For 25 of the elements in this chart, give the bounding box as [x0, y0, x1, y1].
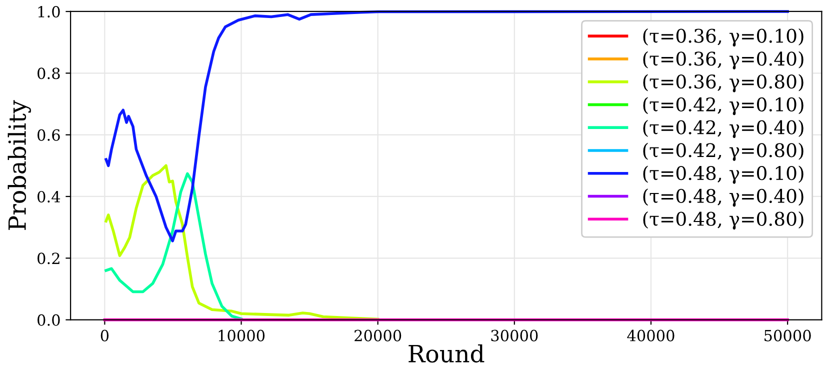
legend-label: (τ=0.42, γ=0.10)	[643, 97, 804, 116]
x-tick-label: 50000	[764, 330, 811, 342]
y-tick-label: 0.6	[38, 129, 60, 141]
y-tick-label: 0.8	[38, 68, 60, 80]
x-tick-label: 0	[100, 330, 109, 342]
x-axis-title: Round	[408, 344, 484, 363]
y-tick-label: 1.0	[38, 6, 60, 18]
y-tick-label: 0.2	[38, 252, 60, 264]
legend-label: (τ=0.36, γ=0.10)	[643, 28, 804, 47]
x-tick-label: 30000	[491, 330, 538, 342]
x-tick-label: 20000	[354, 330, 402, 342]
legend-label: (τ=0.36, γ=0.40)	[643, 51, 804, 70]
x-tick-label: 10000	[218, 330, 265, 342]
legend-label: (τ=0.48, γ=0.80)	[643, 211, 804, 230]
line-series	[104, 164, 380, 321]
legend-label: (τ=0.36, γ=0.80)	[643, 74, 804, 92]
legend-label: (τ=0.42, γ=0.80)	[643, 142, 804, 161]
legend-label: (τ=0.48, γ=0.40)	[643, 188, 804, 207]
legend-label: (τ=0.42, γ=0.40)	[643, 120, 804, 138]
y-tick-label: 0.0	[38, 314, 60, 326]
x-tick-label: 40000	[627, 330, 674, 342]
y-tick-label: 0.4	[38, 190, 60, 202]
line-series	[104, 172, 243, 320]
y-axis-title: Probability	[8, 100, 31, 230]
legend-label: (τ=0.48, γ=0.10)	[643, 166, 804, 184]
